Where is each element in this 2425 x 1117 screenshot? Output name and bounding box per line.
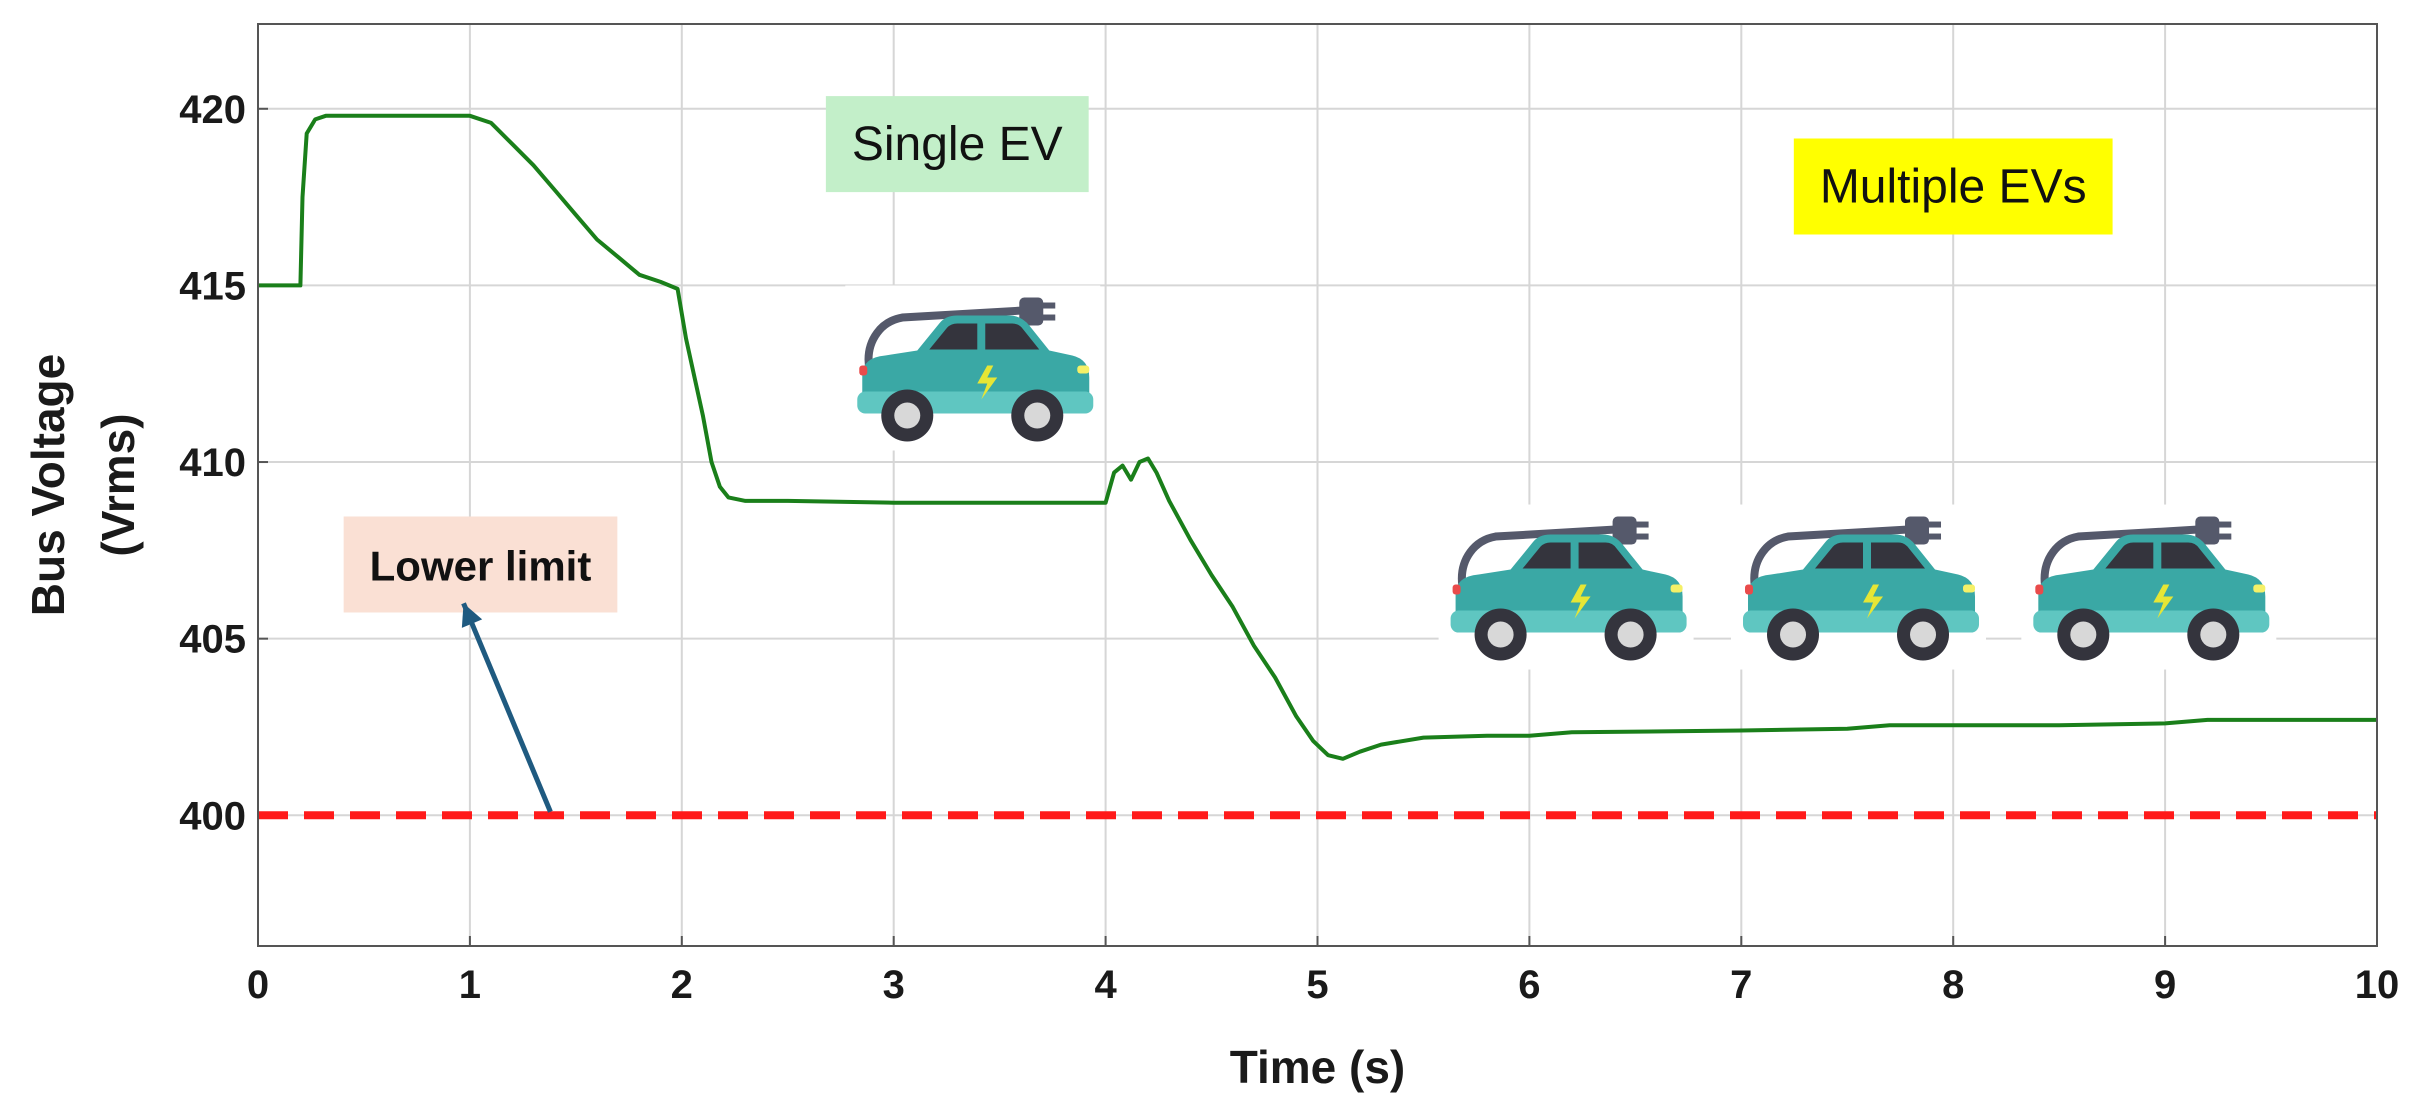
ev-car-icon <box>2021 504 2277 670</box>
y-tick-label: 420 <box>179 88 246 132</box>
x-tick-label: 10 <box>2355 963 2400 1007</box>
ev-car-icon <box>1731 504 1987 670</box>
y-tick-label: 405 <box>179 618 246 662</box>
plot-frame <box>257 23 2378 947</box>
y-tick-label: 415 <box>179 264 246 308</box>
y-axis-label-line-2: (Vrms) <box>92 413 144 556</box>
y-tick-label: 410 <box>179 441 246 485</box>
annotation-text: Lower limit <box>370 542 592 589</box>
x-tick-label: 4 <box>1094 963 1117 1007</box>
tick-labels: 0 1 2 3 4 5 6 7 8 9 10 400 405 410 415 420 <box>179 88 2399 1007</box>
annotation-background <box>1793 138 2113 235</box>
x-tick-label: 1 <box>459 963 481 1007</box>
annotations: Single EV Multiple EVs Lower limit <box>343 96 2113 613</box>
lower-limit-arrow <box>461 602 553 813</box>
x-tick-label: 2 <box>671 963 693 1007</box>
x-tick-label: 0 <box>247 963 269 1007</box>
annotation-box: Multiple EVs <box>1793 138 2113 235</box>
x-tick-label: 8 <box>1942 963 1964 1007</box>
x-tick-label: 3 <box>883 963 905 1007</box>
series-lines <box>258 113 2377 820</box>
x-axis-label: Time (s) <box>1230 1041 1406 1093</box>
y-axis-label-line-1: Bus Voltage <box>22 354 74 616</box>
annotation-box: Single EV <box>825 96 1089 193</box>
arrow-shaft <box>461 602 553 813</box>
annotation-text: Single EV <box>852 118 1063 171</box>
annotation-text: Multiple EVs <box>1820 160 2087 213</box>
annotation-background <box>343 516 618 613</box>
ev-icons <box>845 285 2277 670</box>
annotation-background <box>825 96 1089 193</box>
x-tick-label: 9 <box>2154 963 2176 1007</box>
arrow-head <box>461 603 483 628</box>
x-tick-label: 6 <box>1518 963 1540 1007</box>
ev-car-icon <box>1438 504 1694 670</box>
annotation-box: Lower limit <box>343 516 618 613</box>
ev-car-icon <box>845 285 1101 451</box>
x-tick-label: 7 <box>1730 963 1752 1007</box>
x-tick-label: 5 <box>1306 963 1328 1007</box>
y-tick-label: 400 <box>179 794 246 838</box>
bus-voltage-line <box>258 113 2377 761</box>
